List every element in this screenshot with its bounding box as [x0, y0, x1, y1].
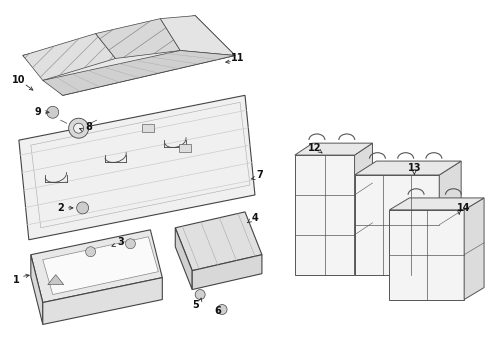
Polygon shape	[48, 275, 64, 285]
Text: 12: 12	[308, 143, 321, 153]
Circle shape	[47, 106, 59, 118]
Polygon shape	[175, 228, 192, 289]
Circle shape	[74, 123, 84, 133]
Text: 1: 1	[13, 275, 19, 285]
Text: 10: 10	[12, 75, 25, 85]
Polygon shape	[23, 33, 116, 80]
Polygon shape	[355, 161, 461, 175]
Polygon shape	[439, 161, 461, 275]
Polygon shape	[390, 210, 464, 300]
Polygon shape	[31, 230, 162, 302]
Polygon shape	[19, 95, 255, 240]
Circle shape	[125, 239, 135, 249]
Polygon shape	[464, 198, 484, 300]
Polygon shape	[295, 143, 372, 155]
Bar	[143, 124, 154, 132]
Polygon shape	[31, 255, 43, 324]
Polygon shape	[355, 143, 372, 275]
Polygon shape	[43, 237, 158, 294]
Polygon shape	[96, 19, 180, 58]
Text: 2: 2	[57, 203, 64, 213]
Text: 9: 9	[34, 107, 41, 117]
Text: 13: 13	[408, 163, 421, 173]
Circle shape	[69, 118, 89, 138]
Polygon shape	[160, 15, 235, 55]
Circle shape	[76, 202, 89, 214]
Polygon shape	[175, 212, 262, 271]
Polygon shape	[390, 198, 484, 210]
Text: 3: 3	[117, 237, 124, 247]
Text: 6: 6	[215, 306, 221, 316]
Polygon shape	[355, 175, 439, 275]
Text: 11: 11	[231, 54, 245, 63]
Polygon shape	[43, 278, 162, 324]
Text: 14: 14	[457, 203, 471, 213]
Bar	[179, 144, 191, 152]
Polygon shape	[23, 15, 235, 95]
Circle shape	[86, 247, 96, 257]
Text: 7: 7	[257, 170, 263, 180]
Text: 8: 8	[85, 122, 92, 132]
Text: 4: 4	[251, 213, 258, 223]
Polygon shape	[295, 155, 355, 275]
Circle shape	[195, 289, 205, 300]
Text: 5: 5	[192, 300, 198, 310]
Circle shape	[217, 305, 227, 315]
Polygon shape	[43, 50, 235, 95]
Polygon shape	[192, 255, 262, 289]
